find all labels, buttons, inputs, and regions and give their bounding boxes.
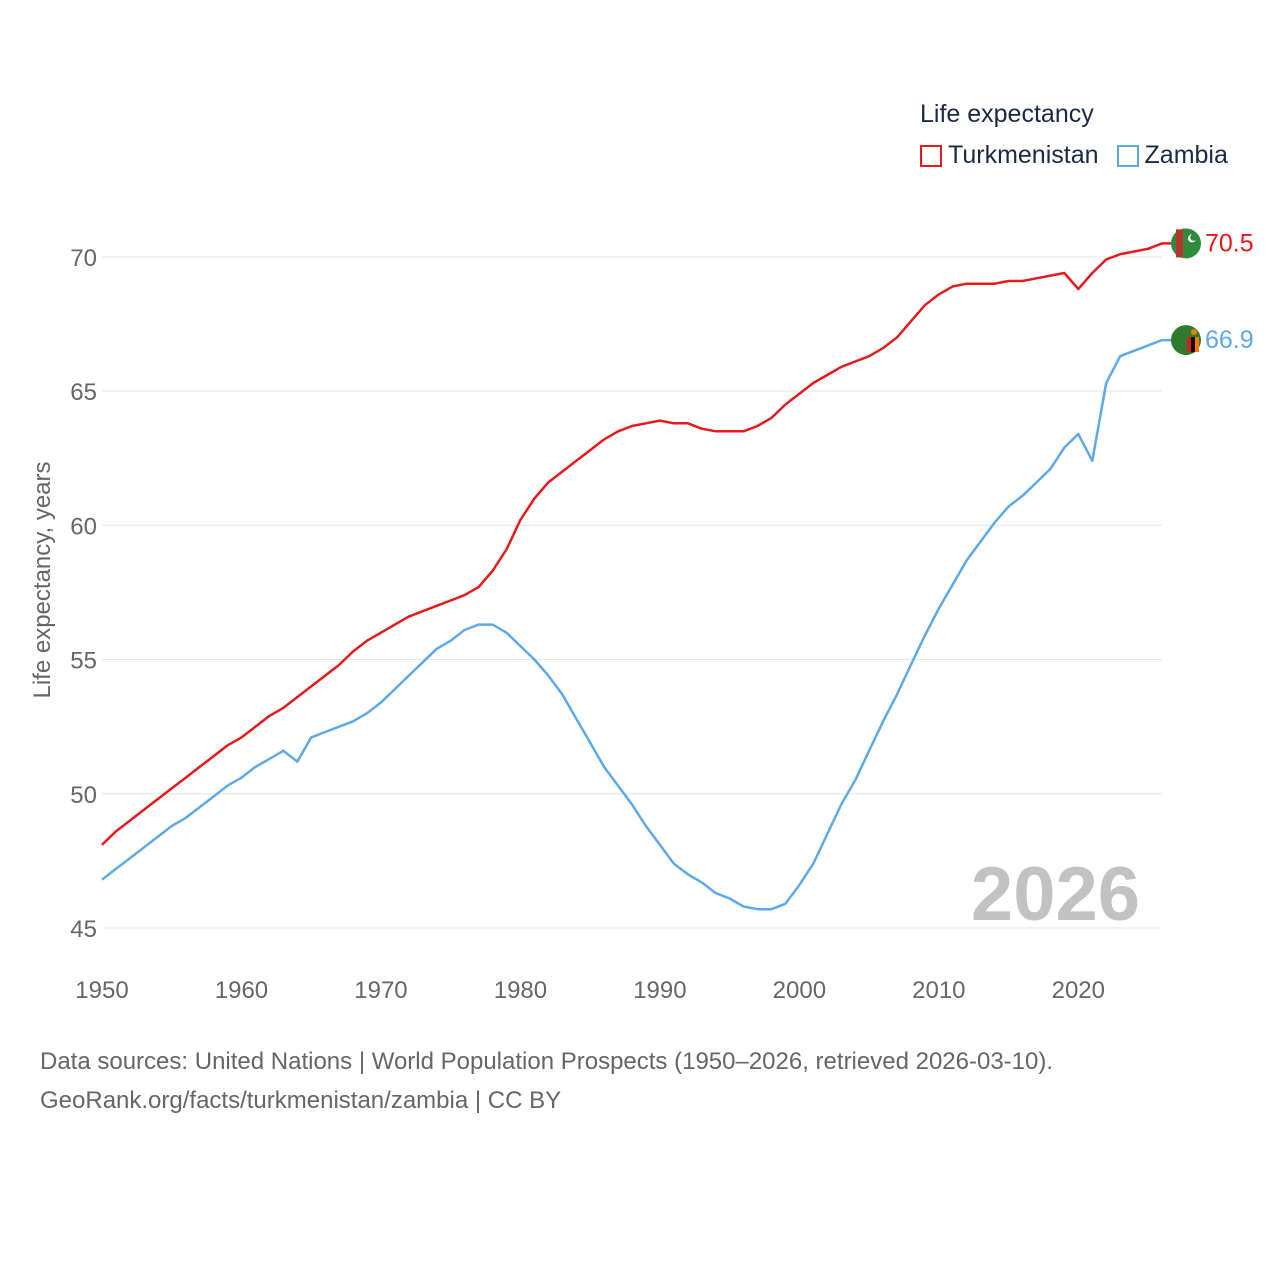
legend: Life expectancy Turkmenistan Zambia: [920, 100, 1228, 170]
series-line-zambia: [101, 338, 1163, 911]
x-tick-label: 2020: [1052, 977, 1105, 1004]
end-value-label-turkmenistan: 70.5: [1205, 229, 1254, 257]
source-line-2[interactable]: GeoRank.org/facts/turkmenistan/zambia | …: [40, 1087, 562, 1114]
legend-items: Turkmenistan Zambia: [920, 141, 1228, 170]
y-tick-label: 50: [70, 782, 97, 809]
legend-item-turkmenistan[interactable]: Turkmenistan: [920, 141, 1099, 170]
x-tick-label: 1970: [354, 977, 407, 1004]
x-tick-label: 1960: [215, 977, 268, 1004]
source-note: Data sources: United Nations | World Pop…: [40, 1042, 1053, 1120]
y-axis-label: Life expectancy, years: [29, 461, 56, 698]
y-axis-ticks: 45 50 55 60 65 70: [70, 245, 97, 943]
series-lines: [101, 242, 1163, 911]
y-tick-label: 60: [70, 513, 97, 540]
x-tick-label: 2010: [912, 977, 965, 1004]
flag-icon-turkmenistan: [1171, 228, 1201, 259]
y-tick-label: 65: [70, 379, 97, 406]
x-tick-label: 2000: [773, 977, 826, 1004]
x-tick-label: 1950: [75, 977, 128, 1004]
y-tick-label: 70: [70, 245, 97, 272]
year-watermark: 2026: [971, 852, 1140, 937]
flag-icon-zambia: [1171, 325, 1201, 356]
legend-swatch-zambia: [1116, 144, 1139, 167]
y-tick-label: 45: [70, 916, 97, 943]
legend-title: Life expectancy: [920, 100, 1094, 128]
x-tick-label: 1990: [633, 977, 686, 1004]
grid: [102, 256, 1162, 929]
legend-item-zambia[interactable]: Zambia: [1116, 141, 1228, 170]
x-tick-label: 1980: [494, 977, 547, 1004]
end-value-label-zambia: 66.9: [1205, 326, 1254, 354]
source-line-1: Data sources: United Nations | World Pop…: [40, 1048, 1054, 1075]
y-tick-label: 55: [70, 648, 97, 675]
end-markers: 70.5 66.9: [1162, 228, 1254, 356]
legend-label-zambia: Zambia: [1144, 141, 1228, 169]
legend-swatch-turkmenistan: [920, 144, 942, 167]
series-line-turkmenistan: [101, 242, 1163, 846]
x-axis-ticks: 1950 1960 1970 1980 1990 2000 2010 2020: [75, 977, 1105, 1004]
legend-label-turkmenistan: Turkmenistan: [948, 141, 1099, 169]
